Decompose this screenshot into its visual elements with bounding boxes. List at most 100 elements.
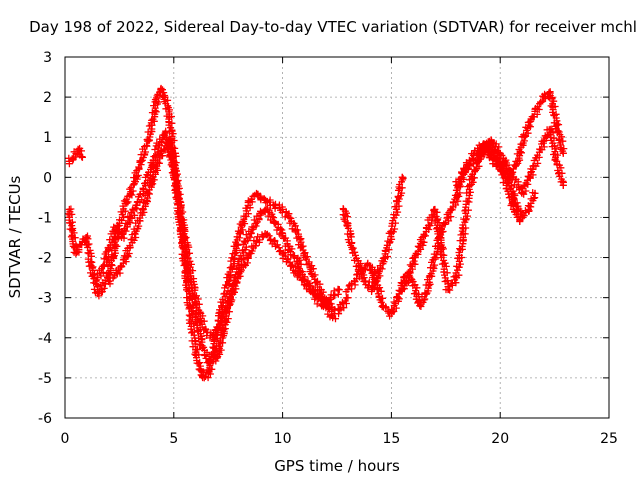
data-point	[340, 205, 348, 213]
data-point	[453, 181, 461, 189]
data-point	[279, 250, 287, 258]
data-point	[431, 205, 439, 213]
data-point	[326, 294, 334, 302]
data-point	[261, 229, 269, 237]
data-point	[139, 185, 147, 193]
data-point	[148, 177, 156, 185]
data-point	[524, 205, 532, 213]
data-point	[65, 157, 73, 165]
data-point	[459, 229, 467, 237]
data-point	[270, 201, 278, 209]
y-tick-label: 0	[43, 170, 52, 186]
data-point	[226, 294, 234, 302]
data-point	[313, 290, 321, 298]
data-point	[165, 137, 173, 145]
data-point	[296, 274, 304, 282]
data-series-arc-8	[452, 88, 568, 191]
data-point	[118, 234, 126, 241]
data-point	[409, 278, 417, 286]
data-point	[466, 181, 474, 189]
data-point	[531, 189, 539, 197]
data-point	[126, 213, 134, 221]
x-tick-label: 15	[382, 431, 400, 447]
data-point	[165, 113, 173, 121]
data-point	[94, 274, 102, 282]
x-tick-label: 25	[600, 431, 618, 447]
data-point	[263, 197, 271, 205]
data-series-arc-6	[339, 173, 407, 295]
data-point	[285, 246, 293, 254]
data-point	[242, 238, 250, 246]
data-point	[350, 278, 358, 286]
data-point	[322, 298, 330, 306]
data-point	[252, 238, 260, 246]
data-point	[305, 282, 313, 290]
data-point	[248, 225, 256, 233]
data-point	[387, 229, 395, 237]
data-point	[137, 157, 145, 165]
data-point	[559, 181, 567, 189]
data-point	[509, 193, 517, 201]
data-point	[518, 213, 526, 221]
data-point	[74, 145, 82, 153]
data-point	[78, 153, 86, 161]
data-point	[279, 205, 287, 213]
data-point	[335, 286, 343, 294]
data-point	[105, 246, 113, 254]
data-point	[394, 294, 402, 302]
data-point	[361, 278, 369, 286]
data-point	[344, 294, 352, 302]
data-point	[235, 270, 243, 278]
data-point	[559, 149, 567, 157]
data-point	[231, 250, 239, 258]
data-point	[183, 246, 191, 254]
data-series-arc-9	[474, 125, 567, 198]
data-point	[133, 201, 141, 209]
data-point	[394, 197, 402, 205]
data-point	[348, 246, 356, 254]
data-point	[148, 161, 156, 169]
data-point	[507, 169, 515, 177]
data-point	[344, 221, 352, 229]
data-point	[126, 189, 134, 197]
grid-lines	[65, 57, 609, 418]
data-point	[307, 266, 315, 274]
data-series-arc-2	[64, 84, 352, 382]
data-point	[200, 326, 208, 334]
data-point	[461, 165, 469, 173]
data-point	[94, 290, 102, 298]
data-point	[368, 286, 376, 294]
data-point	[68, 225, 76, 233]
data-point	[279, 229, 287, 237]
data-point	[87, 262, 95, 270]
data-point	[122, 254, 130, 262]
data-point	[131, 229, 139, 237]
x-tick-label: 10	[274, 431, 292, 447]
data-point	[113, 270, 121, 278]
data-point	[209, 334, 217, 342]
data-point	[157, 149, 165, 157]
data-point	[398, 286, 406, 294]
data-point	[205, 370, 213, 378]
data-point	[174, 189, 182, 197]
data-point	[431, 254, 439, 262]
x-tick-label: 0	[61, 431, 70, 447]
axis-ticks	[64, 56, 610, 419]
data-point	[485, 137, 493, 145]
data-point	[444, 213, 452, 221]
data-series-arc-4	[105, 137, 339, 344]
data-point	[105, 270, 113, 278]
data-point	[270, 238, 278, 246]
data-point	[157, 85, 165, 93]
data-point	[152, 97, 160, 105]
data-point	[474, 149, 482, 157]
data-point	[213, 354, 221, 362]
data-points	[64, 84, 568, 382]
data-point	[366, 262, 374, 270]
data-point	[109, 254, 117, 262]
data-point	[139, 205, 147, 213]
data-point	[244, 254, 252, 262]
data-point	[527, 117, 535, 125]
data-point	[422, 290, 430, 298]
